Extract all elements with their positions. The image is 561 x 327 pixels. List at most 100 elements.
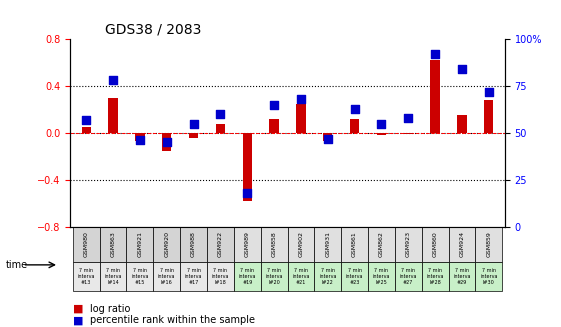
FancyBboxPatch shape xyxy=(314,227,341,262)
Point xyxy=(431,52,440,57)
Bar xyxy=(484,100,494,133)
Point xyxy=(82,117,91,123)
Bar xyxy=(108,98,118,133)
FancyBboxPatch shape xyxy=(287,227,314,262)
Text: 7 min
interva
l#14: 7 min interva l#14 xyxy=(104,268,122,285)
Text: percentile rank within the sample: percentile rank within the sample xyxy=(90,316,255,325)
Point xyxy=(296,96,305,102)
Text: GSM922: GSM922 xyxy=(218,232,223,257)
Point xyxy=(270,102,279,108)
FancyBboxPatch shape xyxy=(341,227,368,262)
Point xyxy=(404,115,413,121)
Point xyxy=(162,140,171,145)
FancyBboxPatch shape xyxy=(449,227,475,262)
Bar xyxy=(216,124,225,133)
Point xyxy=(243,190,252,196)
FancyBboxPatch shape xyxy=(126,227,153,262)
FancyBboxPatch shape xyxy=(261,262,287,291)
FancyBboxPatch shape xyxy=(153,262,180,291)
FancyBboxPatch shape xyxy=(234,262,261,291)
Text: 7 min
interva
#23: 7 min interva #23 xyxy=(346,268,364,285)
Text: 7 min
interva
l#20: 7 min interva l#20 xyxy=(265,268,283,285)
Text: GSM902: GSM902 xyxy=(298,232,304,257)
Point xyxy=(109,78,118,83)
Point xyxy=(323,136,332,141)
Bar xyxy=(350,119,359,133)
Bar xyxy=(269,119,279,133)
Bar xyxy=(457,115,467,133)
Text: GSM980: GSM980 xyxy=(84,232,89,257)
FancyBboxPatch shape xyxy=(100,227,126,262)
Text: 7 min
interva
l#18: 7 min interva l#18 xyxy=(211,268,229,285)
FancyBboxPatch shape xyxy=(395,227,422,262)
Point xyxy=(377,121,386,126)
Text: GSM921: GSM921 xyxy=(137,232,142,257)
Text: time: time xyxy=(6,260,27,270)
Text: 7 min
interva
#17: 7 min interva #17 xyxy=(185,268,203,285)
FancyBboxPatch shape xyxy=(287,262,314,291)
Text: GSM860: GSM860 xyxy=(433,232,438,257)
Text: 7 min
interva
l#22: 7 min interva l#22 xyxy=(319,268,337,285)
Text: 7 min
interva
#21: 7 min interva #21 xyxy=(292,268,310,285)
Text: GSM859: GSM859 xyxy=(486,232,491,257)
FancyBboxPatch shape xyxy=(368,227,395,262)
FancyBboxPatch shape xyxy=(368,262,395,291)
FancyBboxPatch shape xyxy=(73,262,100,291)
Text: GSM863: GSM863 xyxy=(111,232,116,257)
Point xyxy=(189,121,198,126)
Text: GSM924: GSM924 xyxy=(459,232,465,257)
Text: GSM858: GSM858 xyxy=(272,232,277,257)
Text: 7 min
interva
l#28: 7 min interva l#28 xyxy=(426,268,444,285)
FancyBboxPatch shape xyxy=(126,262,153,291)
Text: 7 min
interva
#13: 7 min interva #13 xyxy=(77,268,95,285)
Bar xyxy=(189,133,198,138)
FancyBboxPatch shape xyxy=(100,262,126,291)
FancyBboxPatch shape xyxy=(449,262,475,291)
Bar xyxy=(242,133,252,201)
Bar xyxy=(81,127,91,133)
Text: 7 min
interva
#29: 7 min interva #29 xyxy=(453,268,471,285)
FancyBboxPatch shape xyxy=(341,262,368,291)
Text: 7 min
interva
l#30: 7 min interva l#30 xyxy=(480,268,498,285)
Text: 7 min
interva
#15: 7 min interva #15 xyxy=(131,268,149,285)
Text: log ratio: log ratio xyxy=(90,304,130,314)
Text: GDS38 / 2083: GDS38 / 2083 xyxy=(105,23,201,37)
FancyBboxPatch shape xyxy=(422,227,449,262)
Bar xyxy=(323,133,333,141)
FancyBboxPatch shape xyxy=(234,227,261,262)
Text: GSM989: GSM989 xyxy=(245,232,250,257)
FancyBboxPatch shape xyxy=(180,262,207,291)
Point xyxy=(350,106,359,111)
Bar xyxy=(403,133,413,134)
Text: 7 min
interva
#27: 7 min interva #27 xyxy=(399,268,417,285)
Bar xyxy=(430,60,440,133)
FancyBboxPatch shape xyxy=(73,227,100,262)
Text: GSM862: GSM862 xyxy=(379,232,384,257)
FancyBboxPatch shape xyxy=(261,227,287,262)
Text: GSM920: GSM920 xyxy=(164,232,169,257)
Text: 7 min
interva
l#16: 7 min interva l#16 xyxy=(158,268,176,285)
FancyBboxPatch shape xyxy=(475,262,502,291)
FancyBboxPatch shape xyxy=(207,227,234,262)
Text: GSM931: GSM931 xyxy=(325,232,330,257)
Point xyxy=(484,89,493,95)
Text: ■: ■ xyxy=(73,316,84,325)
Text: ■: ■ xyxy=(73,304,84,314)
Bar xyxy=(162,133,172,150)
Text: GSM988: GSM988 xyxy=(191,232,196,257)
Text: 7 min
interva
#19: 7 min interva #19 xyxy=(238,268,256,285)
Bar xyxy=(377,133,386,135)
Point xyxy=(135,138,144,143)
FancyBboxPatch shape xyxy=(207,262,234,291)
FancyBboxPatch shape xyxy=(422,262,449,291)
FancyBboxPatch shape xyxy=(314,262,341,291)
Point xyxy=(216,112,225,117)
FancyBboxPatch shape xyxy=(395,262,422,291)
Bar xyxy=(296,104,306,133)
FancyBboxPatch shape xyxy=(475,227,502,262)
Text: 7 min
interva
l#25: 7 min interva l#25 xyxy=(373,268,390,285)
Text: GSM923: GSM923 xyxy=(406,232,411,257)
FancyBboxPatch shape xyxy=(153,227,180,262)
Point xyxy=(457,67,466,72)
Bar xyxy=(135,133,145,141)
